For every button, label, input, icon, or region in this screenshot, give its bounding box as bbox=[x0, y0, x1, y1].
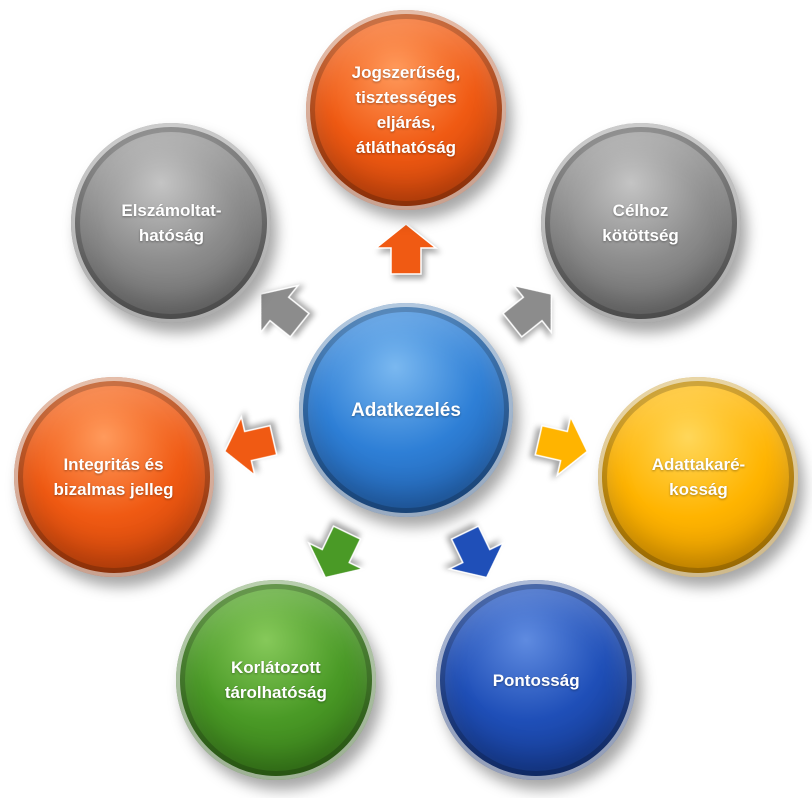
principle-label-accountability: Elszámoltat- hatóság bbox=[121, 200, 222, 245]
arrow-storage bbox=[307, 525, 366, 579]
arrow-minimisation bbox=[534, 414, 589, 478]
arrow-accuracy bbox=[446, 525, 505, 579]
principle-label-integrity: Integritás és bizalmas jelleg bbox=[53, 454, 174, 499]
arrow-accountability-shape bbox=[259, 284, 311, 338]
arrow-accuracy-shape bbox=[446, 525, 505, 579]
principle-label-purpose: Célhoz kötöttség bbox=[602, 200, 679, 245]
arrow-storage-shape bbox=[307, 525, 366, 579]
arrow-accountability bbox=[259, 284, 311, 338]
arrow-integrity bbox=[223, 414, 278, 478]
principle-label-accuracy: Pontosság bbox=[492, 670, 580, 690]
principle-label-lawfulness: Jogszerűség, tisztességes eljárás, átlát… bbox=[351, 63, 461, 157]
arrow-purpose-shape bbox=[501, 284, 553, 338]
principle-node-integrity: Integritás és bizalmas jelleg bbox=[13, 376, 214, 577]
principle-node-lawfulness: Jogszerűség, tisztességes eljárás, átlát… bbox=[306, 10, 506, 210]
principle-node-storage: Korlátozott tárolhatóság bbox=[175, 580, 376, 781]
principle-label-minimisation: Adattakaré- kosság bbox=[651, 454, 746, 499]
arrow-minimisation-shape bbox=[534, 414, 589, 478]
arrow-purpose bbox=[501, 284, 553, 338]
principle-node-purpose: Célhoz kötöttség bbox=[540, 122, 741, 323]
arrow-integrity-shape bbox=[223, 414, 278, 478]
principle-node-accountability: Elszámoltat- hatóság bbox=[71, 122, 272, 323]
center-node-label: Adatkezelés bbox=[351, 399, 461, 421]
center-node-adatkezeles: Adatkezelés bbox=[299, 303, 513, 517]
arrow-lawfulness bbox=[373, 223, 439, 275]
principle-label-storage: Korlátozott tárolhatóság bbox=[224, 658, 327, 703]
principle-node-accuracy: Pontosság bbox=[436, 580, 637, 781]
principle-node-minimisation: Adattakaré- kosság bbox=[598, 376, 799, 577]
arrow-lawfulness-shape bbox=[373, 223, 439, 275]
